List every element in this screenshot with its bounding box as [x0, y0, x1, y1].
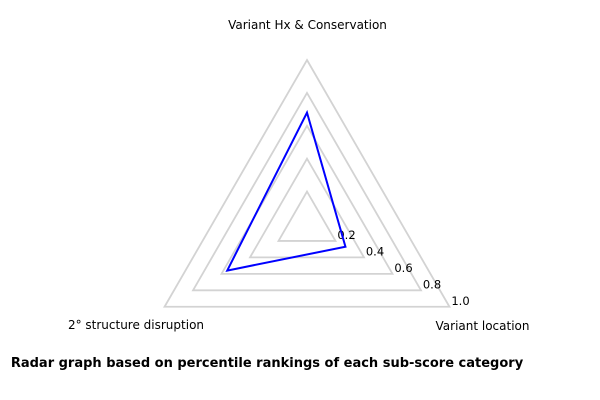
radial-tick-label: 0.4 [366, 244, 384, 258]
radar-grid-ring [219, 124, 395, 275]
radar-grid-ring [191, 91, 423, 292]
axis-label-2-structure-disruption: 2° structure disruption [68, 318, 204, 332]
axis-label-variant-hx-conservation: Variant Hx & Conservation [228, 18, 387, 32]
chart-caption: Radar graph based on percentile rankings… [10, 356, 524, 371]
radial-tick-label: 0.8 [423, 277, 441, 291]
radar-grid-ring [276, 189, 338, 242]
radar-grid-ring [162, 58, 452, 308]
radial-tick-label: 0.6 [394, 261, 412, 275]
radar-data-polygon [225, 109, 347, 272]
radar-grid-ring [248, 156, 366, 259]
radial-tick-label: 1.0 [451, 294, 469, 308]
axis-label-variant-location: Variant location [436, 319, 530, 333]
